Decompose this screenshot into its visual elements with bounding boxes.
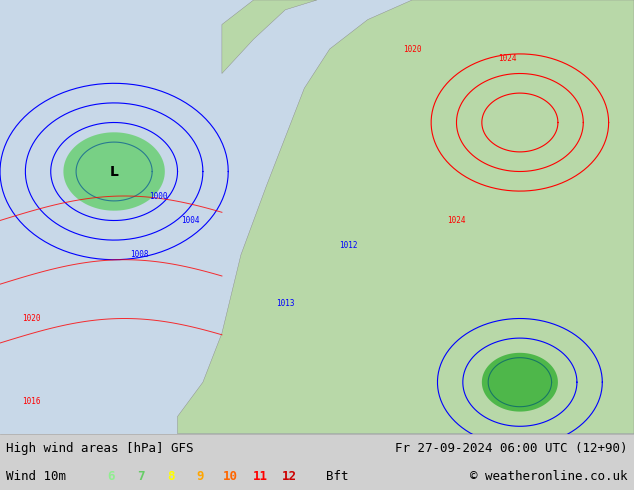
- Text: 1004: 1004: [181, 216, 200, 225]
- Text: 12: 12: [282, 470, 297, 483]
- Text: Wind 10m: Wind 10m: [6, 470, 67, 483]
- Bar: [0, 434, 634, 490]
- Text: 1020: 1020: [403, 45, 422, 53]
- Text: 1024: 1024: [498, 54, 517, 63]
- Text: 1020: 1020: [22, 314, 41, 323]
- Polygon shape: [222, 0, 317, 74]
- Text: High wind areas [hPa] GFS: High wind areas [hPa] GFS: [6, 442, 194, 455]
- Text: 11: 11: [252, 470, 268, 483]
- Text: L: L: [110, 165, 119, 178]
- Text: © weatheronline.co.uk: © weatheronline.co.uk: [470, 470, 628, 483]
- Polygon shape: [482, 353, 558, 412]
- Polygon shape: [63, 132, 165, 211]
- Text: 10: 10: [223, 470, 238, 483]
- Text: 1016: 1016: [22, 397, 41, 406]
- Text: Bft: Bft: [326, 470, 348, 483]
- Text: 1000: 1000: [149, 192, 168, 200]
- Text: 8: 8: [167, 470, 174, 483]
- Bar: [0, 0, 634, 434]
- Text: 7: 7: [137, 470, 145, 483]
- Text: 9: 9: [197, 470, 204, 483]
- Text: 6: 6: [107, 470, 115, 483]
- Text: 1013: 1013: [276, 299, 295, 308]
- Text: Fr 27-09-2024 06:00 UTC (12+90): Fr 27-09-2024 06:00 UTC (12+90): [395, 442, 628, 455]
- Polygon shape: [178, 0, 634, 434]
- Text: 1012: 1012: [339, 241, 358, 249]
- Text: 1008: 1008: [130, 250, 149, 259]
- Text: 1024: 1024: [447, 216, 466, 225]
